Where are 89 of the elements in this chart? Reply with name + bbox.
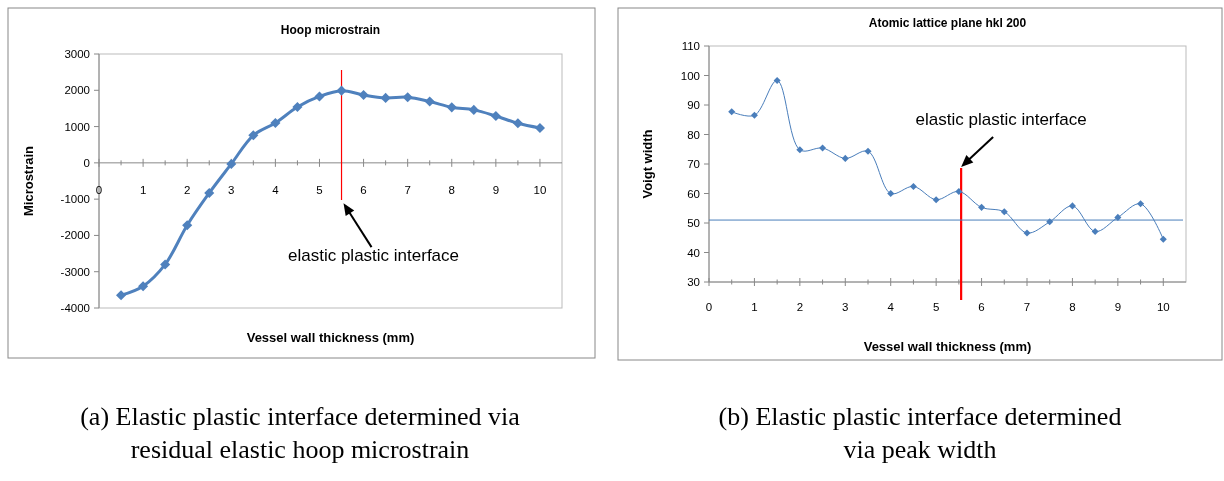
- point: [1114, 213, 1122, 221]
- x-tick-label: 3: [842, 301, 849, 313]
- x-tick-label: 9: [492, 183, 500, 196]
- point: [773, 76, 781, 85]
- x-axis-title: Vessel wall thickness (mm): [863, 339, 1032, 354]
- y-tick-label: 70: [687, 158, 700, 170]
- x-tick-label: 10: [1156, 301, 1170, 313]
- point: [1159, 235, 1167, 243]
- annotation: elastic plastic interface: [288, 246, 460, 266]
- point: [182, 220, 193, 231]
- point: [490, 111, 501, 122]
- x-tick-label: 2: [796, 301, 804, 313]
- chart-title: Hoop microstrain: [280, 23, 381, 37]
- point: [864, 147, 872, 155]
- point: [728, 108, 736, 116]
- point: [796, 146, 804, 154]
- point: [1137, 200, 1145, 208]
- x-tick-label: 5: [316, 183, 323, 196]
- y-tick-label: 100: [680, 69, 700, 82]
- x-tick-label: 1: [139, 183, 147, 196]
- point: [512, 118, 523, 129]
- x-tick-label: 7: [404, 183, 411, 196]
- point: [292, 101, 303, 113]
- x-tick-label: 5: [932, 301, 940, 313]
- point: [380, 92, 391, 103]
- point: [270, 117, 281, 128]
- y-tick-label: 0: [83, 156, 90, 169]
- point: [402, 92, 413, 103]
- x-tick-label: 2: [183, 183, 191, 196]
- point: [887, 189, 895, 198]
- annotation: elastic plastic interface: [915, 109, 1087, 129]
- x-tick-label: 7: [1023, 301, 1031, 313]
- point: [1068, 202, 1076, 210]
- x-tick-label: 4: [272, 183, 280, 196]
- point: [534, 122, 545, 134]
- point: [160, 259, 171, 270]
- y-tick-label: 50: [687, 217, 700, 229]
- chart-title: Atomic lattice plane hkl 200: [868, 16, 1027, 30]
- point: [226, 158, 237, 169]
- point: [204, 187, 215, 199]
- x-tick-label: 4: [887, 301, 895, 313]
- y-axis-title: Microstrain: [21, 145, 36, 217]
- point: [1000, 208, 1008, 216]
- y-tick-label: 90: [687, 99, 700, 111]
- y-tick-label: -3000: [60, 265, 90, 278]
- y-tick-label: -1000: [60, 193, 90, 206]
- text: (b) Elastic plastic interface determined via peak width: [718, 402, 1122, 464]
- point: [841, 154, 849, 162]
- point: [424, 96, 435, 107]
- y-tick-label: -2000: [60, 229, 90, 242]
- x-axis-title: Vessel wall thickness (mm): [246, 330, 415, 345]
- point: [116, 290, 127, 301]
- point: [978, 203, 986, 211]
- x-tick-label: 0: [705, 301, 713, 313]
- point: [138, 281, 149, 292]
- x-tick-label: 0: [95, 183, 103, 196]
- y-tick-label: 3000: [64, 48, 90, 60]
- y-tick-label: 110: [681, 40, 700, 52]
- text: (a) Elastic plastic interface determined via residual elastic hoop microstrain: [80, 402, 521, 464]
- point: [932, 196, 940, 204]
- point: [314, 91, 325, 102]
- y-tick-label: 80: [687, 128, 700, 141]
- x-tick-label: 9: [1114, 301, 1122, 313]
- point: [955, 187, 963, 195]
- y-axis-title: Voigt width: [640, 129, 655, 199]
- point: [750, 111, 758, 119]
- y-tick-label: 60: [687, 187, 700, 200]
- y-tick-label: 1000: [64, 120, 90, 133]
- point: [358, 89, 369, 101]
- point: [446, 102, 457, 113]
- point: [909, 182, 917, 190]
- x-tick-label: 1: [751, 301, 758, 313]
- point: [468, 104, 479, 115]
- x-tick-label: 8: [1069, 301, 1076, 313]
- x-tick-label: 10: [533, 183, 547, 196]
- y-tick-label: 30: [687, 276, 700, 288]
- point: [819, 144, 827, 152]
- point: [336, 85, 347, 96]
- y-tick-label: -4000: [60, 302, 90, 314]
- y-tick-label: 2000: [64, 84, 90, 97]
- point: [1023, 229, 1031, 237]
- x-tick-label: 6: [978, 301, 985, 313]
- x-tick-label: 6: [360, 183, 367, 196]
- x-tick-label: 8: [448, 183, 455, 196]
- point: [248, 130, 259, 141]
- y-tick-label: 40: [687, 246, 700, 259]
- point: [1046, 218, 1054, 226]
- x-tick-label: 3: [228, 183, 235, 196]
- point: [1091, 228, 1099, 236]
